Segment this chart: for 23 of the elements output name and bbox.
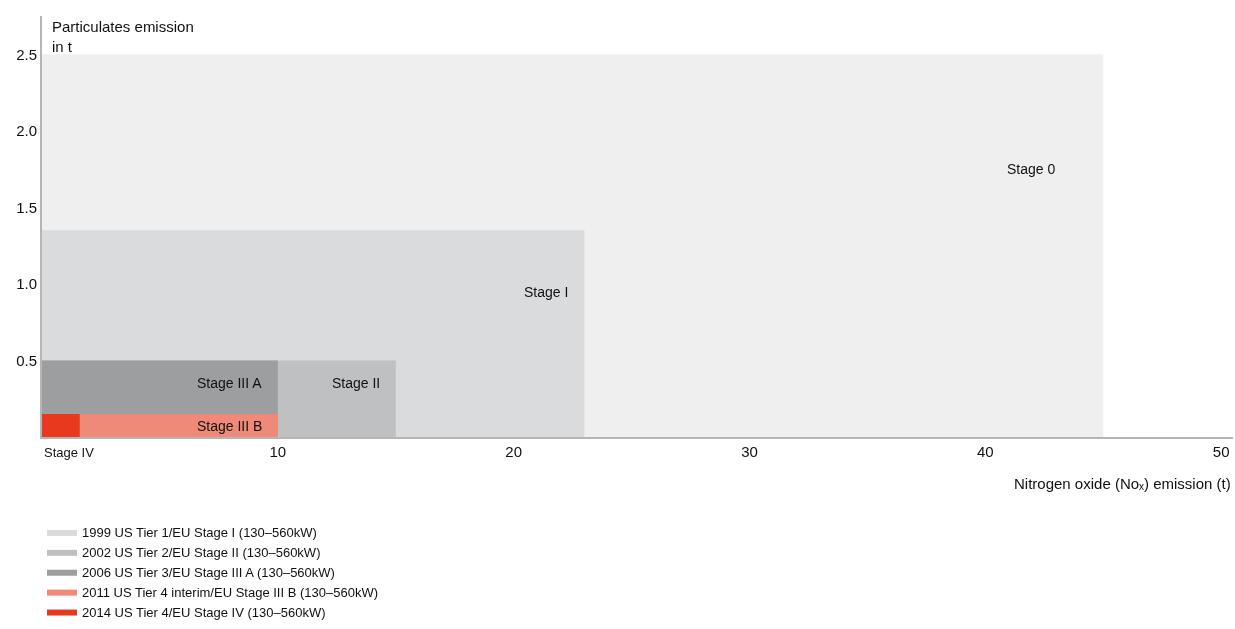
y-tick-label: 1.0 [16, 275, 37, 293]
legend-label: 2014 US Tier 4/EU Stage IV (130–560kW) [82, 604, 326, 620]
legend-label: 2006 US Tier 3/EU Stage III A (130–560kW) [82, 564, 335, 580]
annotation: Stage III B [197, 418, 263, 434]
x-tick-label: 50 [1212, 443, 1230, 460]
x-tick-label: 10 [269, 443, 287, 460]
x-tick-label: 20 [505, 443, 523, 460]
annotation: Stage III A [197, 375, 263, 391]
x-tick-label: 40 [977, 443, 994, 460]
annotation: Stage II [332, 375, 381, 391]
annotation: Stage 0 [1007, 161, 1056, 177]
y-axis-title: Particulates emission in t [52, 18, 194, 55]
y-tick-label: 2.0 [16, 122, 37, 140]
x-tick-label: 30 [741, 443, 758, 460]
legend-label: 2011 US Tier 4 interim/EU Stage III B (130–560kW) [82, 584, 379, 600]
legend-label: 1999 US Tier 1/EU Stage I (130–560kW) [82, 525, 317, 541]
text: Stage IV [44, 445, 95, 460]
y-tick-label: 2.5 [16, 45, 37, 63]
y-tick-label: 0.5 [16, 351, 37, 369]
legend-label: 2002 US Tier 2/EU Stage II (130–560kW) [82, 544, 321, 560]
x-axis-title: Nitrogen oxide (Noₓ) emission (t) [1014, 475, 1231, 492]
annotation: Stage I [524, 284, 569, 300]
y-tick-label: 1.5 [16, 198, 37, 216]
